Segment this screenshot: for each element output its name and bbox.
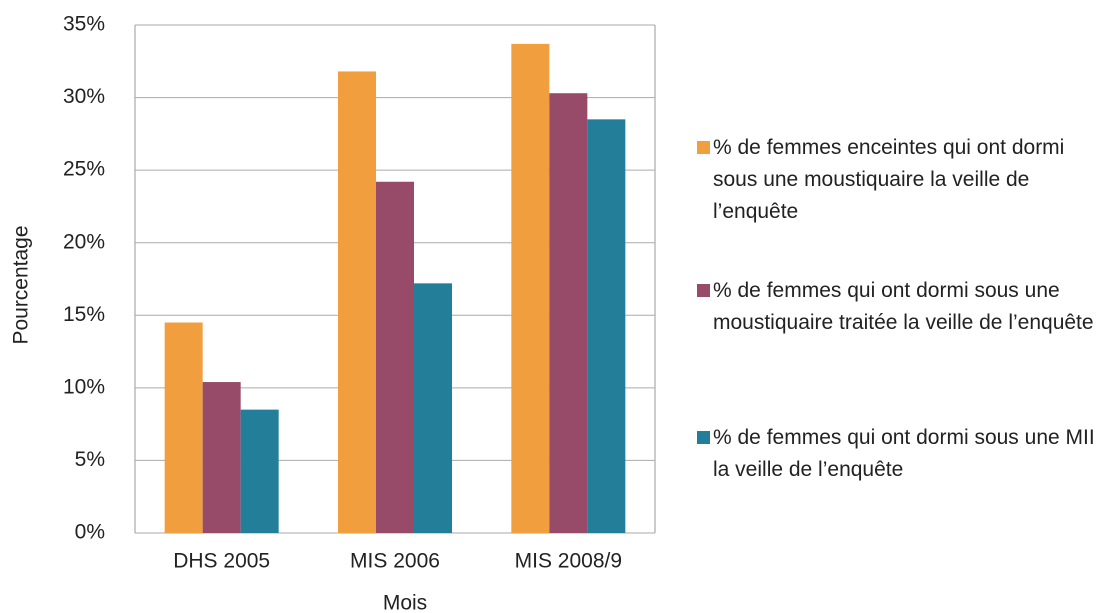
legend-label: % de femmes enceintes qui ont dormi sous…	[713, 136, 1065, 223]
bar	[164, 322, 203, 533]
bar	[511, 43, 550, 534]
y-tick-label: 35%	[63, 13, 105, 36]
bar	[202, 382, 241, 533]
y-tick-label: 25%	[63, 158, 105, 181]
legend-swatch	[697, 141, 710, 154]
y-tick-label: 5%	[75, 448, 105, 471]
y-tick-label: 30%	[63, 85, 105, 108]
bar	[376, 181, 414, 534]
y-tick-label: 15%	[63, 303, 105, 326]
legend-swatch	[697, 284, 710, 297]
y-tick-label: 0%	[75, 521, 105, 544]
bar	[587, 119, 626, 533]
x-axis-title: Mois	[383, 592, 427, 613]
y-tick-label: 10%	[63, 375, 105, 398]
legend-swatch	[697, 431, 710, 444]
y-axis-title: Pourcentage	[10, 225, 33, 344]
y-tick-label: 20%	[63, 230, 105, 253]
bar	[414, 283, 452, 533]
x-tick-label: DHS 2005	[173, 550, 270, 573]
x-tick-label: MIS 2006	[350, 550, 440, 573]
bar	[549, 93, 588, 534]
bar	[240, 409, 279, 533]
legend-label: % de femmes qui ont dormi sous une moust…	[713, 279, 1094, 334]
x-tick-label: MIS 2008/9	[515, 550, 622, 573]
legend-label: % de femmes qui ont dormi sous une MII l…	[713, 426, 1095, 481]
bar	[338, 71, 376, 534]
